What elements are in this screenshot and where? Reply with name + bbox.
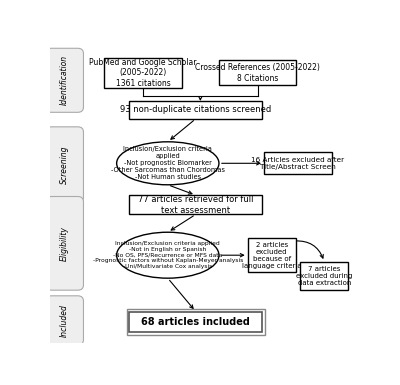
FancyBboxPatch shape (46, 127, 84, 203)
FancyBboxPatch shape (126, 309, 265, 335)
FancyBboxPatch shape (104, 58, 182, 88)
Text: Identification: Identification (60, 55, 69, 105)
Text: 93 non-duplicate citations screened: 93 non-duplicate citations screened (120, 105, 271, 114)
FancyBboxPatch shape (300, 262, 348, 290)
FancyBboxPatch shape (129, 311, 262, 332)
Text: Inclusion/Exclusion criteria applied
-Not in English or Spanish
-No OS, PFS/Recu: Inclusion/Exclusion criteria applied -No… (93, 241, 243, 269)
FancyBboxPatch shape (46, 296, 84, 345)
FancyBboxPatch shape (264, 152, 332, 174)
Text: Screening: Screening (60, 146, 69, 184)
Ellipse shape (117, 232, 219, 278)
Text: Crossed References (2005-2022)
8 Citations: Crossed References (2005-2022) 8 Citatio… (195, 63, 320, 82)
Text: Eligibility: Eligibility (60, 226, 69, 261)
Text: 77 articles retrieved for full
text assessment: 77 articles retrieved for full text asse… (138, 195, 254, 214)
Text: 68 articles included: 68 articles included (141, 317, 250, 327)
FancyBboxPatch shape (129, 101, 262, 119)
Text: 2 articles
excluded
because of
language criteria: 2 articles excluded because of language … (242, 242, 302, 269)
Text: 16 Articles excluded after
Title/Abstract Screen: 16 Articles excluded after Title/Abstrac… (252, 157, 344, 170)
Text: Included: Included (60, 304, 69, 337)
FancyBboxPatch shape (219, 60, 296, 85)
Text: 7 articles
excluded during
data extraction: 7 articles excluded during data extracti… (296, 266, 352, 286)
FancyBboxPatch shape (46, 196, 84, 290)
FancyBboxPatch shape (46, 48, 84, 112)
Ellipse shape (117, 142, 219, 185)
FancyBboxPatch shape (129, 195, 262, 214)
FancyBboxPatch shape (248, 238, 296, 272)
Text: PubMed and Google Scholar
(2005-2022)
1361 citations: PubMed and Google Scholar (2005-2022) 13… (89, 58, 197, 88)
Text: Inclusion/Exclusion criteria
applied
-Not prognostic Biomarker
-Other Sarcomas t: Inclusion/Exclusion criteria applied -No… (111, 146, 225, 180)
